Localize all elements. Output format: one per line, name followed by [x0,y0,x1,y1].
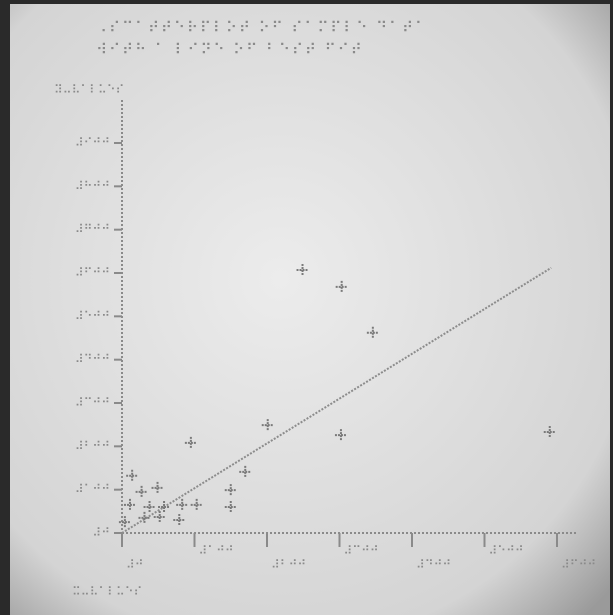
y-tick-label: ⠼⠓⠚⠚ [75,179,110,193]
x-tick-label: ⠼⠋⠚⠚ [561,558,596,572]
y-tick-label: ⠼⠛⠚⠚ [75,222,110,236]
x-tick-label: ⠼⠉⠚⠚ [344,544,379,558]
y-axis-label: ⠽⠤⠧⠁⠇⠥⠑⠎ [54,83,124,97]
y-tick-label: ⠼⠊⠚⠚ [75,136,110,150]
x-tick-label: ⠼⠃⠚⠚ [271,558,306,572]
chart-title: ⠠⠎⠉⠁⠞⠞⠑⠗⠏⠇⠕⠞ ⠕⠋ ⠎⠁⠍⠏⠇⠑ ⠙⠁⠞⠁ [96,19,428,37]
y-tick-label: ⠼⠋⠚⠚ [75,266,110,280]
y-tick-label: ⠼⠙⠚⠚ [75,352,110,366]
y-tick-label: ⠼⠉⠚⠚ [75,396,110,410]
y-tick-label: ⠼⠃⠚⠚ [75,439,110,453]
x-tick-label: ⠼⠙⠚⠚ [416,558,451,572]
x-tick-label: ⠼⠑⠚⠚ [489,544,524,558]
y-tick-label: ⠼⠑⠚⠚ [75,309,110,323]
y-tick-label: ⠼⠁⠚⠚ [75,482,110,496]
x-tick-label: ⠼⠁⠚⠚ [199,544,234,558]
x-axis-label: ⠭⠤⠧⠁⠇⠥⠑⠎ [72,585,142,599]
chart-subtitle: ⠺⠊⠞⠓ ⠁ ⠇⠊⠝⠑ ⠕⠋ ⠃⠑⠎⠞ ⠋⠊⠞ [96,41,364,59]
x-tick-label: ⠼⠚ [126,558,144,572]
chart: ⠠⠎⠉⠁⠞⠞⠑⠗⠏⠇⠕⠞ ⠕⠋ ⠎⠁⠍⠏⠇⠑ ⠙⠁⠞⠁ ⠺⠊⠞⠓ ⠁ ⠇⠊⠝⠑ … [0,0,613,615]
y-tick-label: ⠼⠚ [92,526,110,540]
